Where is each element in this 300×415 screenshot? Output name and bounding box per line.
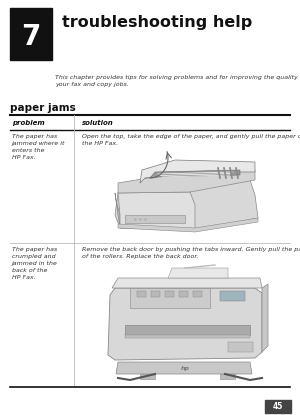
Bar (125, 215, 185, 223)
Polygon shape (125, 335, 250, 338)
Bar (125, 325, 250, 335)
Polygon shape (118, 192, 195, 230)
Polygon shape (112, 278, 262, 288)
Text: troubleshooting help: troubleshooting help (62, 15, 252, 29)
Text: This chapter provides tips for solving problems and for improving the quality of: This chapter provides tips for solving p… (55, 75, 300, 87)
Bar (220, 374, 235, 379)
Polygon shape (140, 160, 255, 183)
Bar (193, 291, 202, 297)
Polygon shape (118, 218, 258, 232)
Bar (137, 291, 146, 297)
Polygon shape (108, 288, 262, 360)
Text: 7: 7 (21, 23, 41, 51)
Text: Open the top, take the edge of the paper, and gently pull the paper out of
the H: Open the top, take the edge of the paper… (82, 134, 300, 146)
Polygon shape (150, 170, 240, 178)
Bar (151, 291, 160, 297)
Text: Remove the back door by pushing the tabs inward. Gently pull the paper out
of th: Remove the back door by pushing the tabs… (82, 247, 300, 259)
Polygon shape (116, 362, 252, 374)
Bar (165, 291, 174, 297)
Bar (179, 291, 188, 297)
Polygon shape (262, 284, 268, 352)
Polygon shape (115, 178, 258, 230)
Polygon shape (118, 170, 255, 193)
Bar (10, 8, 52, 60)
Bar (130, 288, 210, 308)
Text: The paper has
crumpled and
jammed in the
back of the
HP Fax.: The paper has crumpled and jammed in the… (12, 247, 58, 280)
Bar (140, 374, 155, 379)
Text: problem: problem (12, 120, 45, 126)
Text: The paper has
jammed where it
enters the
HP Fax.: The paper has jammed where it enters the… (12, 134, 65, 160)
Bar (265, 400, 291, 413)
Bar (220, 291, 245, 301)
Text: 45: 45 (273, 402, 283, 411)
Text: paper jams: paper jams (10, 103, 76, 113)
Text: solution: solution (82, 120, 114, 126)
Polygon shape (168, 268, 228, 278)
Polygon shape (115, 193, 120, 228)
Text: hp: hp (181, 366, 190, 371)
Bar (228, 342, 253, 352)
